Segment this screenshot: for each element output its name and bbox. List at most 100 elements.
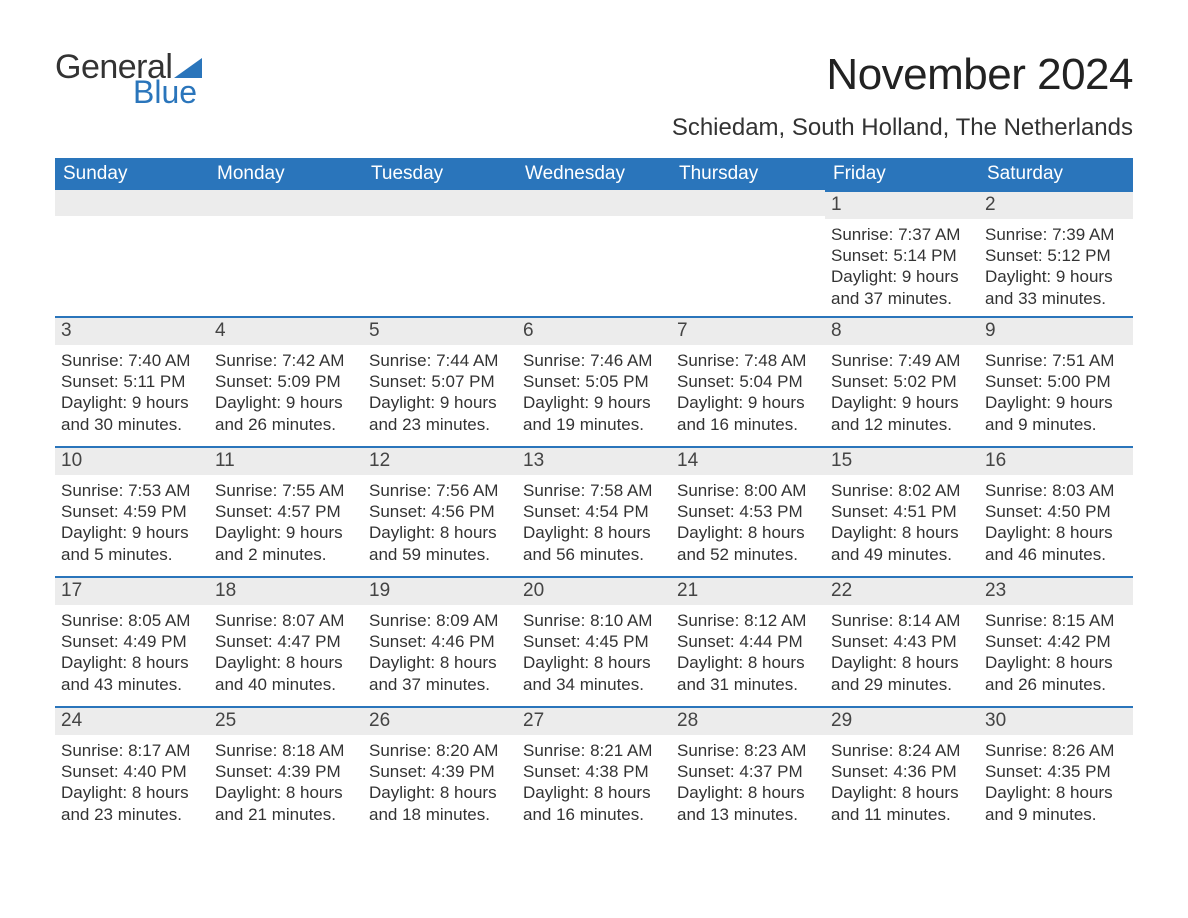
day-number: 6	[517, 316, 671, 345]
day-details: Sunrise: 7:49 AMSunset: 5:02 PMDaylight:…	[825, 345, 979, 441]
sunset-text: Sunset: 4:38 PM	[523, 761, 665, 782]
sunset-text: Sunset: 4:45 PM	[523, 631, 665, 652]
calendar-cell: 22Sunrise: 8:14 AMSunset: 4:43 PMDayligh…	[825, 576, 979, 706]
sunset-text: Sunset: 4:46 PM	[369, 631, 511, 652]
sunset-text: Sunset: 4:35 PM	[985, 761, 1127, 782]
calendar-cell: 28Sunrise: 8:23 AMSunset: 4:37 PMDayligh…	[671, 706, 825, 836]
daylight-line1: Daylight: 8 hours	[831, 652, 973, 673]
daylight-line1: Daylight: 8 hours	[831, 782, 973, 803]
sunset-text: Sunset: 5:02 PM	[831, 371, 973, 392]
day-details: Sunrise: 7:58 AMSunset: 4:54 PMDaylight:…	[517, 475, 671, 571]
daylight-line2: and 9 minutes.	[985, 414, 1127, 435]
day-details: Sunrise: 8:24 AMSunset: 4:36 PMDaylight:…	[825, 735, 979, 831]
calendar-cell: 19Sunrise: 8:09 AMSunset: 4:46 PMDayligh…	[363, 576, 517, 706]
day-details: Sunrise: 8:05 AMSunset: 4:49 PMDaylight:…	[55, 605, 209, 701]
page: General Blue November 2024 Schiedam, Sou…	[0, 0, 1188, 876]
daylight-line1: Daylight: 9 hours	[61, 522, 203, 543]
daylight-line2: and 11 minutes.	[831, 804, 973, 825]
calendar-row: 17Sunrise: 8:05 AMSunset: 4:49 PMDayligh…	[55, 576, 1133, 706]
daylight-line1: Daylight: 9 hours	[215, 522, 357, 543]
weekday-header: Wednesday	[517, 158, 671, 190]
sunset-text: Sunset: 4:44 PM	[677, 631, 819, 652]
day-details: Sunrise: 8:18 AMSunset: 4:39 PMDaylight:…	[209, 735, 363, 831]
empty-day-head	[363, 190, 517, 216]
calendar-cell: 5Sunrise: 7:44 AMSunset: 5:07 PMDaylight…	[363, 316, 517, 446]
sunrise-text: Sunrise: 8:07 AM	[215, 610, 357, 631]
day-details: Sunrise: 8:21 AMSunset: 4:38 PMDaylight:…	[517, 735, 671, 831]
daylight-line2: and 34 minutes.	[523, 674, 665, 695]
calendar-cell: 18Sunrise: 8:07 AMSunset: 4:47 PMDayligh…	[209, 576, 363, 706]
daylight-line1: Daylight: 8 hours	[831, 522, 973, 543]
day-number: 26	[363, 706, 517, 735]
day-details: Sunrise: 7:40 AMSunset: 5:11 PMDaylight:…	[55, 345, 209, 441]
sunrise-text: Sunrise: 8:26 AM	[985, 740, 1127, 761]
day-number: 29	[825, 706, 979, 735]
daylight-line1: Daylight: 8 hours	[985, 652, 1127, 673]
daylight-line2: and 23 minutes.	[369, 414, 511, 435]
daylight-line1: Daylight: 9 hours	[831, 392, 973, 413]
sunrise-text: Sunrise: 8:10 AM	[523, 610, 665, 631]
daylight-line2: and 40 minutes.	[215, 674, 357, 695]
sunrise-text: Sunrise: 8:21 AM	[523, 740, 665, 761]
calendar-cell: 11Sunrise: 7:55 AMSunset: 4:57 PMDayligh…	[209, 446, 363, 576]
daylight-line1: Daylight: 8 hours	[677, 782, 819, 803]
daylight-line2: and 19 minutes.	[523, 414, 665, 435]
calendar-cell: 3Sunrise: 7:40 AMSunset: 5:11 PMDaylight…	[55, 316, 209, 446]
daylight-line2: and 5 minutes.	[61, 544, 203, 565]
daylight-line1: Daylight: 9 hours	[523, 392, 665, 413]
daylight-line1: Daylight: 8 hours	[523, 782, 665, 803]
day-number: 5	[363, 316, 517, 345]
weekday-header: Saturday	[979, 158, 1133, 190]
calendar-cell: 26Sunrise: 8:20 AMSunset: 4:39 PMDayligh…	[363, 706, 517, 836]
daylight-line1: Daylight: 9 hours	[831, 266, 973, 287]
daylight-line2: and 9 minutes.	[985, 804, 1127, 825]
daylight-line1: Daylight: 8 hours	[215, 652, 357, 673]
sunrise-text: Sunrise: 7:49 AM	[831, 350, 973, 371]
day-number: 16	[979, 446, 1133, 475]
sunrise-text: Sunrise: 8:03 AM	[985, 480, 1127, 501]
daylight-line2: and 31 minutes.	[677, 674, 819, 695]
daylight-line2: and 37 minutes.	[831, 288, 973, 309]
daylight-line1: Daylight: 8 hours	[985, 522, 1127, 543]
calendar-row: 3Sunrise: 7:40 AMSunset: 5:11 PMDaylight…	[55, 316, 1133, 446]
day-details: Sunrise: 8:00 AMSunset: 4:53 PMDaylight:…	[671, 475, 825, 571]
calendar-cell: 21Sunrise: 8:12 AMSunset: 4:44 PMDayligh…	[671, 576, 825, 706]
sunset-text: Sunset: 4:36 PM	[831, 761, 973, 782]
weekday-header: Monday	[209, 158, 363, 190]
day-number: 4	[209, 316, 363, 345]
daylight-line2: and 23 minutes.	[61, 804, 203, 825]
sunset-text: Sunset: 4:42 PM	[985, 631, 1127, 652]
sunset-text: Sunset: 5:11 PM	[61, 371, 203, 392]
calendar-cell: 2Sunrise: 7:39 AMSunset: 5:12 PMDaylight…	[979, 190, 1133, 316]
day-number: 7	[671, 316, 825, 345]
sunset-text: Sunset: 4:51 PM	[831, 501, 973, 522]
calendar-cell: 27Sunrise: 8:21 AMSunset: 4:38 PMDayligh…	[517, 706, 671, 836]
daylight-line2: and 29 minutes.	[831, 674, 973, 695]
daylight-line2: and 49 minutes.	[831, 544, 973, 565]
daylight-line1: Daylight: 9 hours	[215, 392, 357, 413]
daylight-line2: and 18 minutes.	[369, 804, 511, 825]
daylight-line1: Daylight: 9 hours	[369, 392, 511, 413]
calendar-cell: 30Sunrise: 8:26 AMSunset: 4:35 PMDayligh…	[979, 706, 1133, 836]
day-number: 27	[517, 706, 671, 735]
day-number: 8	[825, 316, 979, 345]
day-number: 2	[979, 190, 1133, 219]
day-details: Sunrise: 8:12 AMSunset: 4:44 PMDaylight:…	[671, 605, 825, 701]
sunset-text: Sunset: 4:40 PM	[61, 761, 203, 782]
day-number: 20	[517, 576, 671, 605]
calendar-cell: 10Sunrise: 7:53 AMSunset: 4:59 PMDayligh…	[55, 446, 209, 576]
sunset-text: Sunset: 4:56 PM	[369, 501, 511, 522]
sunset-text: Sunset: 4:49 PM	[61, 631, 203, 652]
day-number: 10	[55, 446, 209, 475]
sunrise-text: Sunrise: 8:00 AM	[677, 480, 819, 501]
calendar-cell: 17Sunrise: 8:05 AMSunset: 4:49 PMDayligh…	[55, 576, 209, 706]
day-details: Sunrise: 7:37 AMSunset: 5:14 PMDaylight:…	[825, 219, 979, 315]
calendar-table: Sunday Monday Tuesday Wednesday Thursday…	[55, 158, 1133, 836]
sunrise-text: Sunrise: 8:12 AM	[677, 610, 819, 631]
daylight-line1: Daylight: 9 hours	[677, 392, 819, 413]
sunrise-text: Sunrise: 7:48 AM	[677, 350, 819, 371]
sunset-text: Sunset: 4:50 PM	[985, 501, 1127, 522]
daylight-line1: Daylight: 8 hours	[985, 782, 1127, 803]
sunset-text: Sunset: 5:12 PM	[985, 245, 1127, 266]
calendar-cell: 13Sunrise: 7:58 AMSunset: 4:54 PMDayligh…	[517, 446, 671, 576]
